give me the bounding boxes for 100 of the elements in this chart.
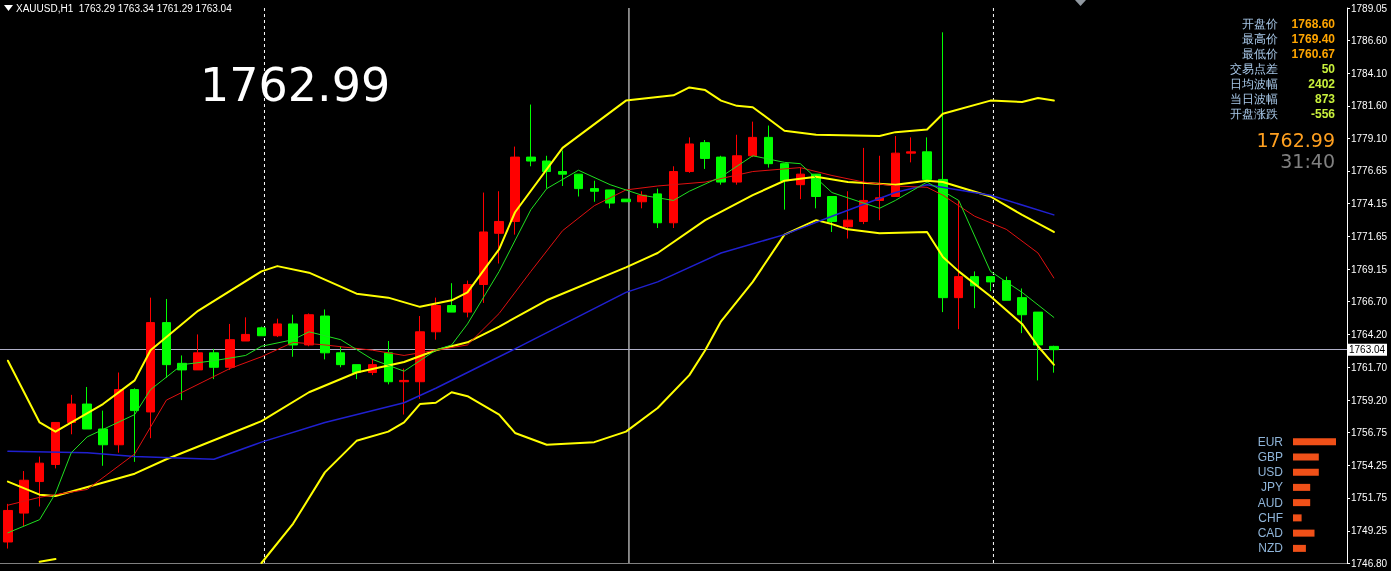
y-tick-label: 1769.15 <box>1351 263 1388 275</box>
candlestick <box>463 280 472 318</box>
y-tick-label: 1774.15 <box>1351 198 1388 210</box>
bar <box>1293 514 1302 522</box>
candlestick <box>3 503 13 550</box>
candlestick <box>193 333 203 371</box>
y-tick-label: JPY <box>1260 480 1283 495</box>
candlestick <box>859 147 868 225</box>
candlestick <box>304 312 314 347</box>
candlestick <box>685 136 694 174</box>
y-tick-label: 1781.60 <box>1351 100 1388 112</box>
y-tick-label: 1764.20 <box>1351 328 1388 340</box>
chart-title: XAUUSD,H1 1763.29 1763.34 1761.29 1763.04 <box>16 2 233 14</box>
candlestick <box>320 308 330 360</box>
candlestick <box>225 323 235 371</box>
candlestick <box>574 173 583 197</box>
y-tick-label: 1749.25 <box>1351 525 1388 537</box>
candlestick <box>843 190 853 240</box>
y-tick-label: CAD <box>1257 526 1284 541</box>
candlestick <box>938 31 948 313</box>
candlestick <box>875 155 884 221</box>
candlestick <box>827 196 837 233</box>
y-tick-label: 1789.05 <box>1351 2 1388 14</box>
candlestick <box>1017 287 1027 334</box>
candlestick <box>653 188 662 229</box>
y-tick-label: AUD <box>1257 495 1284 510</box>
annotation: 31:40 <box>1280 150 1335 172</box>
annotation: 50 <box>1321 62 1336 76</box>
candlestick <box>590 180 599 203</box>
candlestick <box>637 190 647 209</box>
annotation: 1762.99 <box>200 58 391 112</box>
y-tick-label: 1761.70 <box>1351 361 1388 373</box>
candlestick <box>273 318 282 338</box>
candlestick <box>431 297 441 341</box>
bar <box>1293 544 1306 552</box>
y-tick-label: 1759.20 <box>1351 394 1388 406</box>
candlestick <box>35 456 44 508</box>
y-tick-label: 1776.65 <box>1351 165 1388 177</box>
y-tick-label: 1779.10 <box>1351 133 1388 145</box>
annotation: 开盘价 <box>1242 17 1278 31</box>
candlestick <box>700 139 710 170</box>
candlestick <box>241 316 250 342</box>
candlestick <box>1033 311 1043 381</box>
bar <box>1293 483 1311 491</box>
candlestick <box>621 198 631 203</box>
candlestick <box>19 470 29 527</box>
candlestick <box>98 410 108 467</box>
candlestick <box>82 386 92 430</box>
y-tick-label: 1754.25 <box>1351 459 1388 471</box>
candlestick <box>114 372 124 454</box>
candlestick <box>130 387 139 463</box>
annotation: 1762.99 <box>1256 129 1335 151</box>
y-tick-label: 1751.75 <box>1351 492 1388 504</box>
y-tick-label: 1784.10 <box>1351 67 1388 79</box>
annotation: 交易点差 <box>1230 62 1278 76</box>
candlestick <box>986 276 995 292</box>
candlestick <box>399 368 409 416</box>
ref-line-label: 1763.04 <box>1349 344 1386 356</box>
annotation: 873 <box>1314 92 1336 106</box>
line-series <box>260 219 1055 564</box>
candlestick <box>146 297 155 439</box>
annotation: 1760.67 <box>1291 47 1336 61</box>
y-tick-label: 1746.80 <box>1351 557 1388 569</box>
bar <box>1293 468 1319 476</box>
candlestick <box>67 394 76 435</box>
y-tick-label: EUR <box>1257 434 1284 449</box>
candlestick <box>922 136 932 180</box>
y-tick-label: 1756.75 <box>1351 426 1388 438</box>
annotation: 开盘涨跌 <box>1230 107 1278 121</box>
candlestick <box>669 165 678 229</box>
candlestick <box>1002 276 1011 301</box>
candlestick <box>494 190 504 264</box>
y-tick-label: GBP <box>1257 449 1283 464</box>
bar <box>1293 499 1311 507</box>
y-tick-label: NZD <box>1258 541 1284 556</box>
y-tick-label: CHF <box>1258 510 1283 525</box>
annotation: 当日波幅 <box>1230 92 1278 106</box>
y-tick-label: 1786.60 <box>1351 34 1388 46</box>
candlestick <box>1049 345 1059 374</box>
y-tick-label: 1766.70 <box>1351 296 1388 308</box>
candlestick <box>526 104 536 167</box>
y-tick-label: USD <box>1257 465 1284 480</box>
annotation: -556 <box>1310 107 1336 121</box>
bar <box>1293 453 1319 461</box>
candlestick <box>447 282 456 313</box>
candlestick <box>162 298 171 379</box>
candlestick <box>954 199 963 330</box>
annotation: 2402 <box>1308 77 1336 91</box>
candlestick <box>336 345 345 368</box>
annotation: 最低价 <box>1242 47 1278 61</box>
bar <box>1293 529 1315 537</box>
candlestick <box>764 125 773 169</box>
candlestick <box>558 150 567 187</box>
candlestick <box>257 326 266 337</box>
candlestick <box>510 146 520 236</box>
y-tick-label: 1771.65 <box>1351 231 1388 243</box>
candlestick <box>479 192 488 304</box>
candlestick <box>906 136 916 163</box>
bar <box>1293 438 1336 446</box>
annotation: 日均波幅 <box>1230 77 1278 91</box>
